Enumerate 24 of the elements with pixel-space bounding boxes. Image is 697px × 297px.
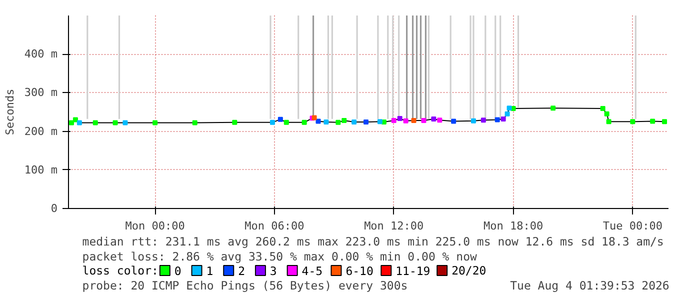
x-tick-label: Mon 18:00 [483,220,544,232]
x-tick-label: Mon 00:00 [125,220,185,232]
y-tick-label: 0 [50,202,58,215]
text: packet loss: 2.86 % avg 33.50 % max 0.00 % min 0.00 % now [82,250,477,264]
legend-label: 0 [174,264,182,278]
legend-label: 20/20 [452,264,486,278]
y-tick-label: 300 m [24,86,58,100]
y-axis-title: Seconds [3,88,16,136]
y-tick-label: 400 m [24,48,58,61]
legend-label: 4-5 [302,264,323,278]
legend-label: 11-19 [396,264,430,278]
text: probe: 20 ICMP Echo Pings (56 Bytes) every 300s [82,278,408,292]
x-tick-label: Tue 00:00 [602,220,662,232]
x-tick-label: Mon 12:00 [364,220,424,232]
legend-label: 6-10 [346,264,374,278]
y-tick-label: 100 m [24,163,58,176]
legend-title: loss color: [82,264,158,278]
text: median rtt: 231.1 ms avg 260.2 ms max 223.0 ms min 225.0 ms now 12.6 ms sd 18.3 am/s [82,234,664,248]
x-tick-label: Mon 06:00 [244,220,304,232]
text: Tue Aug 4 01:39:53 2026 [510,278,670,292]
legend-label: 3 [270,264,277,278]
legend-label: 1 [206,264,214,278]
y-tick-label: 200 m [24,124,58,138]
legend-label: 2 [238,264,246,278]
